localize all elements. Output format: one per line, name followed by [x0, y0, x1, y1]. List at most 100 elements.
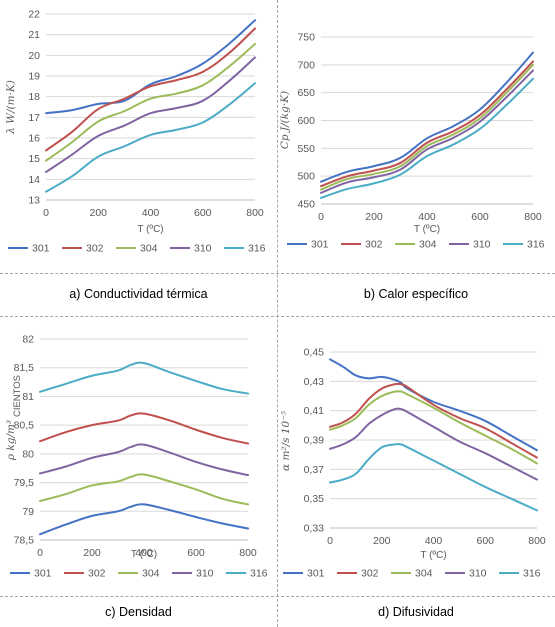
y-tick-label: 0,41	[304, 405, 325, 417]
y-tick-label: 78,5	[14, 535, 35, 547]
series-line-304	[329, 390, 538, 465]
legend-label-302: 302	[88, 568, 106, 580]
x-tick-label: 800	[528, 535, 546, 547]
x-tick-label: 0	[318, 211, 324, 223]
x-tick-label: 400	[135, 547, 153, 559]
legend-label-301: 301	[307, 568, 325, 580]
y-axis-title: α m²/s 10⁻⁵	[280, 410, 292, 471]
y-tick-label: 21	[28, 29, 40, 41]
series-line-301	[45, 19, 256, 115]
y-tick-label: 22	[28, 9, 40, 21]
series-line-302	[329, 382, 538, 459]
legend-label-304: 304	[140, 243, 158, 255]
x-tick-label: 400	[142, 207, 160, 219]
y-tick-label: 18	[28, 91, 40, 103]
chart-densidad: 78,5 79 79,5 80 80,5 81 81,5 82 0 200 400 600 800 T (…	[5, 334, 268, 580]
y-tick-label: 81	[22, 391, 34, 403]
y-tick-label: 20	[28, 50, 40, 62]
legend-label-302: 302	[361, 568, 379, 580]
y-axis-title: λ W/(m·K)	[5, 80, 17, 135]
legend-label-316: 316	[250, 568, 268, 580]
legend-label-304: 304	[419, 239, 437, 251]
series-line-304	[39, 473, 249, 506]
series-line-301	[329, 358, 538, 452]
x-axis-title: T (ºC)	[414, 224, 440, 235]
y-tick-label: 0,45	[304, 347, 325, 359]
y-tick-label: 19	[28, 71, 40, 83]
y-tick-label: 79,5	[14, 477, 35, 489]
legend-label-316: 316	[523, 568, 541, 580]
y-tick-label: 13	[28, 195, 40, 207]
chart-difusividad: 0,33 0,35 0,37 0,39 0,41 0,43 0,45 0 200 400 600 80…	[280, 347, 546, 580]
legend-label-301: 301	[34, 568, 52, 580]
x-tick-label: 400	[425, 535, 443, 547]
legend-label-310: 310	[196, 568, 214, 580]
y-tick-label: 80	[22, 448, 34, 460]
y-tick-label: 82	[22, 334, 34, 346]
series-line-316	[39, 361, 249, 395]
x-tick-label: 0	[43, 207, 49, 219]
series-line-310	[329, 407, 538, 481]
legend-label-310: 310	[469, 568, 487, 580]
legend-label-301: 301	[32, 243, 50, 255]
y-tick-label: 650	[297, 87, 315, 99]
y-axis-title: ρ kg/m³	[5, 420, 17, 461]
x-tick-label: 600	[187, 547, 205, 559]
x-tick-label: 200	[89, 207, 107, 219]
series-line-310	[320, 69, 534, 194]
legend-label-316: 316	[527, 239, 545, 251]
y-tick-label: 0,35	[304, 493, 325, 505]
x-tick-label: 800	[246, 207, 264, 219]
y-tick-label: 81,5	[14, 362, 35, 374]
y-tick-label: 700	[297, 59, 315, 71]
x-tick-label: 600	[471, 211, 489, 223]
y-tick-label: 0,37	[304, 464, 325, 476]
x-tick-label: 800	[524, 211, 542, 223]
x-tick-label: 200	[373, 535, 391, 547]
caption-c: c) Densidad	[105, 605, 172, 619]
chart-conductividad: 13 14 15 16 17 18 19 20 21 22 0 200 400 600 800 T (ºC) λ…	[5, 9, 266, 255]
series-line-302	[45, 27, 256, 152]
y-axis-title: Cp J/(kg·K)	[279, 91, 291, 149]
y-tick-label: 550	[297, 143, 315, 155]
legend-label-304: 304	[142, 568, 160, 580]
y-tick-label: 0,43	[304, 376, 325, 388]
y-tick-label: 450	[297, 199, 315, 211]
y-tick-label: 0,39	[304, 435, 325, 447]
legend-label-310: 310	[473, 239, 491, 251]
x-tick-label: 200	[365, 211, 383, 223]
y-tick-label: 15	[28, 153, 40, 165]
x-tick-label: 800	[239, 547, 257, 559]
x-axis-title: T (ºC)	[420, 550, 446, 561]
series-line-302	[39, 412, 249, 445]
legend-label-316: 316	[248, 243, 266, 255]
series-line-316	[320, 77, 534, 199]
y-tick-label: 14	[28, 174, 40, 186]
y-tick-label: 500	[297, 171, 315, 183]
series-line-301	[39, 503, 249, 536]
y-tick-label: 79	[22, 506, 34, 518]
legend-label-302: 302	[365, 239, 383, 251]
legend-label-310: 310	[194, 243, 212, 255]
series-line-304	[320, 63, 534, 191]
y-tick-label: 600	[297, 115, 315, 127]
x-tick-label: 0	[37, 547, 43, 559]
caption-b: b) Calor específico	[363, 287, 469, 301]
legend-label-301: 301	[311, 239, 329, 251]
series-line-316	[329, 443, 538, 512]
x-tick-label: 600	[194, 207, 212, 219]
x-tick-label: 600	[476, 535, 494, 547]
legend-label-302: 302	[86, 243, 104, 255]
x-tick-label: 200	[83, 547, 101, 559]
x-axis-title: T (ºC)	[137, 224, 163, 235]
caption-a: a) Conductividad térmica	[69, 287, 208, 301]
caption-d: d) Difusividad	[378, 605, 454, 619]
series-line-316	[45, 82, 256, 193]
x-tick-label: 0	[327, 535, 333, 547]
legend-label-304: 304	[415, 568, 433, 580]
divider-vertical	[277, 0, 278, 627]
series-line-310	[39, 443, 249, 477]
y-tick-label: 80,5	[14, 420, 35, 432]
series-line-310	[45, 56, 256, 174]
